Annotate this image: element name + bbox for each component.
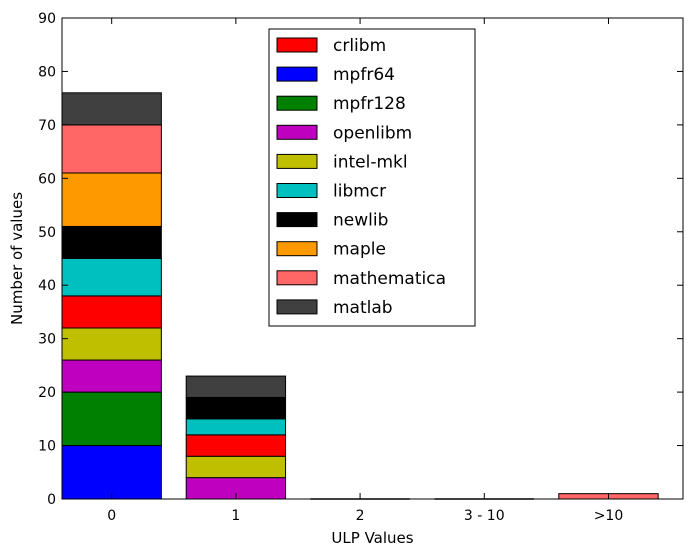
y-axis: 0 10 20 30 40 50 60 70 80 90 [38, 11, 683, 508]
legend: crlibm mpfr64 mpfr128 openlibm intel-mkl libm… [268, 28, 476, 327]
legend-swatch-mpfr64 [276, 66, 318, 82]
plot-frame [61, 17, 684, 500]
legend-swatch-openlibm [276, 124, 318, 140]
bar-libmcr-1 [185, 418, 287, 436]
y-axis-label: Number of values [8, 192, 26, 325]
bar-intel-mkl-0 [61, 327, 162, 361]
y-tick-label: 30 [38, 332, 56, 348]
legend-label-mpfr128: mpfr128 [333, 94, 406, 114]
bar-mpfr128-0 [61, 391, 162, 447]
y-tick-label: 40 [38, 278, 56, 294]
y-tick-label: 50 [38, 225, 56, 241]
legend-swatch-crlibm [276, 37, 318, 53]
y-tick-label: 0 [47, 492, 56, 508]
bar-libmcr-0 [61, 258, 162, 297]
y-tick-label: 70 [38, 118, 56, 134]
bar-crlibm-0 [61, 295, 162, 329]
x-tick-label: 2 [356, 508, 365, 524]
legend-label-mpfr64: mpfr64 [333, 65, 395, 85]
legend-label-intel-mkl: intel-mkl [333, 152, 408, 172]
bar-openlibm-0 [61, 359, 162, 393]
legend-label-maple: maple [333, 240, 386, 260]
x-tick-label: 3 - 10 [464, 508, 505, 524]
y-tick-label: 10 [38, 439, 56, 455]
bar-intel-mkl-1 [185, 455, 287, 479]
legend-label-matlab: matlab [333, 298, 393, 318]
x-tick-label: 0 [107, 508, 116, 524]
y-tick-label: 90 [38, 11, 56, 27]
bar-maple-0 [61, 172, 162, 227]
legend-label-openlibm: openlibm [333, 123, 412, 143]
bar-newlib-0 [61, 225, 162, 259]
legend-swatch-maple [276, 241, 318, 257]
y-tick-label: 60 [38, 171, 56, 187]
x-axis-label: ULP Values [331, 529, 413, 547]
legend-swatch-mathematica [276, 270, 318, 286]
legend-swatch-intel-mkl [276, 153, 318, 169]
legend-swatch-newlib [276, 212, 318, 228]
x-tick-label: >10 [594, 508, 624, 524]
bar-matlab-1 [185, 375, 287, 398]
bars-layer [61, 92, 659, 500]
x-tick-label: 1 [231, 508, 240, 524]
legend-label-mathematica: mathematica [333, 269, 446, 289]
legend-label-libmcr: libmcr [333, 182, 386, 202]
legend-swatch-mpfr128 [276, 95, 318, 111]
legend-label-crlibm: crlibm [333, 36, 386, 56]
legend-swatch-libmcr [276, 183, 318, 198]
x-axis: 0 1 2 3 - 10 >10 [107, 18, 623, 524]
bar-mathematica-0 [61, 124, 162, 174]
y-tick-label: 20 [38, 385, 56, 401]
y-tick-label: 80 [38, 64, 56, 80]
bar-matlab-0 [61, 92, 162, 126]
bar-crlibm-1 [185, 434, 287, 457]
bar-newlib-1 [185, 396, 287, 420]
legend-label-newlib: newlib [333, 211, 388, 231]
legend-swatch-matlab [276, 299, 318, 315]
bar-mpfr64-0 [61, 445, 162, 500]
